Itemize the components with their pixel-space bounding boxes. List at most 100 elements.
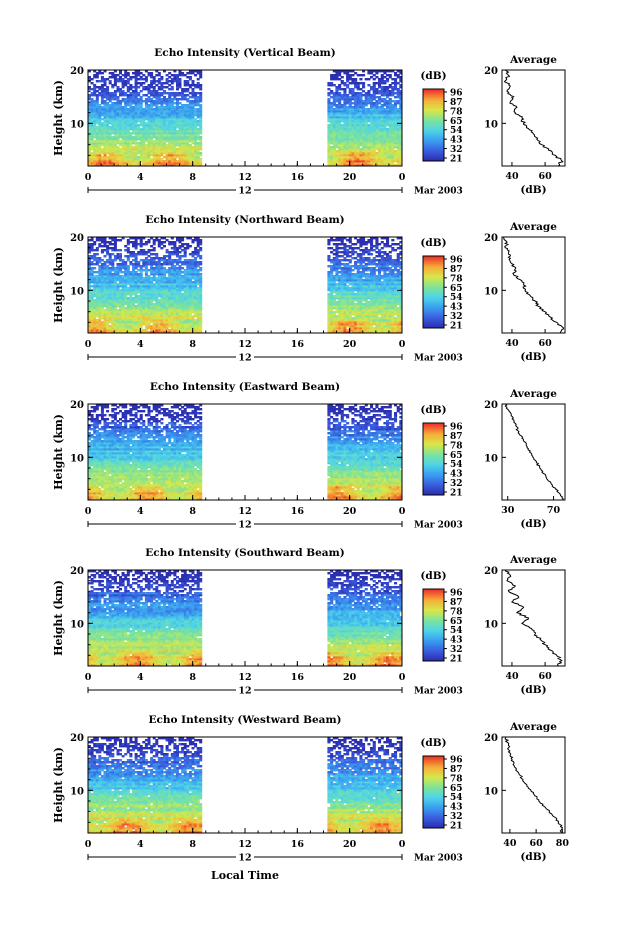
- heatmap-cell: [122, 90, 125, 92]
- heatmap-cell: [142, 249, 145, 251]
- heatmap-cell: [98, 86, 101, 88]
- heatmap-cell: [101, 72, 104, 74]
- heatmap-cell: [106, 102, 109, 104]
- heatmap-cell: [171, 98, 174, 100]
- heatmap-cell: [168, 92, 171, 94]
- heatmap-cell: [145, 257, 148, 259]
- heatmap-title: Echo Intensity (Vertical Beam): [154, 47, 335, 59]
- heatmap-cell: [106, 86, 109, 88]
- heatmap-cell: [122, 271, 125, 273]
- heatmap-cell: [181, 104, 184, 106]
- heatmap-cell: [327, 88, 330, 90]
- heatmap-cell: [373, 74, 376, 76]
- heatmap-cell: [122, 259, 125, 261]
- heatmap-cells: [88, 70, 402, 166]
- heatmap-cell: [106, 78, 109, 80]
- heatmap-cell: [91, 267, 94, 269]
- heatmap-cell: [109, 92, 112, 94]
- heatmap-cell: [109, 267, 112, 269]
- heatmap-cell: [104, 255, 107, 257]
- heatmap-cell: [394, 92, 397, 94]
- heatmap-cell: [129, 261, 132, 263]
- heatmap-cell: [160, 158, 163, 160]
- heatmap-cell: [150, 249, 153, 251]
- heatmap-cell: [173, 106, 176, 108]
- heatmap-cell: [365, 92, 368, 94]
- heatmap-cell: [114, 102, 117, 104]
- heatmap-cell: [181, 249, 184, 251]
- y-axis-label: Height (km): [52, 80, 65, 156]
- heatmap-cell: [163, 267, 166, 269]
- heatmap-cell: [104, 88, 107, 90]
- heatmap-cell: [362, 82, 365, 84]
- profile-y-tick-label: 20: [484, 66, 498, 77]
- heatmap-cell: [354, 72, 357, 74]
- heatmap-cell: [153, 239, 156, 241]
- heatmap-cell: [122, 98, 125, 100]
- heatmap-cell: [150, 80, 153, 82]
- heatmap-cell: [330, 90, 333, 92]
- heatmap-cell: [351, 74, 354, 76]
- heatmap-cell: [166, 269, 169, 271]
- heatmap-cell: [192, 146, 195, 148]
- heatmap-cell: [391, 82, 394, 84]
- heatmap-cell: [91, 98, 94, 100]
- heatmap-cell: [93, 140, 96, 142]
- heatmap-cell: [91, 92, 94, 94]
- heatmap-cell: [186, 80, 189, 82]
- heatmap-cell: [168, 241, 171, 243]
- heatmap-cell: [343, 82, 346, 84]
- heatmap-cell: [394, 72, 397, 74]
- heatmap-cell: [330, 82, 333, 84]
- heatmap-cell: [394, 150, 397, 152]
- heatmap-cell: [111, 72, 114, 74]
- heatmap-cell: [166, 92, 169, 94]
- heatmap-cell: [173, 74, 176, 76]
- heatmap-cell: [148, 72, 151, 74]
- heatmap-cell: [111, 247, 114, 249]
- heatmap-cell: [173, 241, 176, 243]
- heatmap-cell: [163, 96, 166, 98]
- heatmap-cell: [101, 106, 104, 108]
- heatmap-cell: [91, 88, 94, 90]
- heatmap-cell: [181, 72, 184, 74]
- heatmap-cell: [166, 98, 169, 100]
- heatmap-cell: [96, 253, 99, 255]
- heatmap-cell: [181, 243, 184, 245]
- heatmap-cell: [381, 104, 384, 106]
- heatmap-cell: [109, 72, 112, 74]
- heatmap-cell: [109, 76, 112, 78]
- heatmap-cell: [111, 273, 114, 275]
- heatmap-cell: [184, 88, 187, 90]
- heatmap-cell: [132, 251, 135, 253]
- heatmap-cell: [184, 247, 187, 249]
- heatmap-cell: [184, 259, 187, 261]
- heatmap-cell: [179, 98, 182, 100]
- x-tick-label: 20: [343, 172, 357, 183]
- heatmap-cell: [104, 249, 107, 251]
- heatmap-cell: [184, 243, 187, 245]
- x-tick-label: 0: [85, 172, 92, 183]
- heatmap-cell: [104, 261, 107, 263]
- heatmap-cell: [351, 88, 354, 90]
- profile-x-label: (dB): [520, 184, 546, 196]
- heatmap-cell: [173, 259, 176, 261]
- heatmap-cell: [163, 90, 166, 92]
- heatmap-cell: [163, 82, 166, 84]
- heatmap-cell: [127, 287, 130, 289]
- heatmap-cell: [129, 92, 132, 94]
- heatmap-cell: [148, 275, 151, 277]
- heatmap-cell: [153, 86, 156, 88]
- heatmap-cell: [148, 96, 151, 98]
- heatmap-cell: [150, 253, 153, 255]
- heatmap-cell: [192, 251, 195, 253]
- heatmap-cell: [351, 106, 354, 108]
- heatmap-cell: [365, 108, 368, 110]
- heatmap-cell: [109, 253, 112, 255]
- heatmap-cell: [153, 140, 156, 142]
- heatmap-cell: [127, 255, 130, 257]
- heatmap-cell: [168, 80, 171, 82]
- heatmap-cell: [327, 82, 330, 84]
- heatmap-cell: [101, 118, 104, 120]
